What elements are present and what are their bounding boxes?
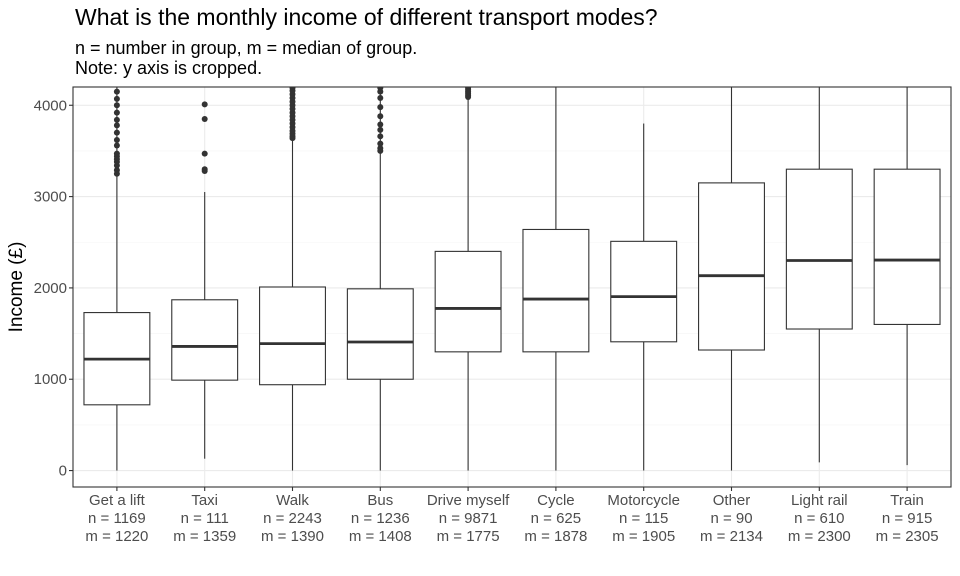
outlier-point: [113, 142, 120, 149]
x-tick-count-label: n = 610: [794, 510, 844, 527]
x-tick-label: Walk: [276, 492, 309, 509]
box-group: [873, 87, 941, 466]
outlier-point: [201, 166, 208, 173]
x-tick-count-label: n = 9871: [439, 510, 498, 527]
box-iqr: [785, 168, 853, 330]
y-tick-label: 4000: [34, 97, 67, 114]
y-tick-label: 1000: [34, 371, 67, 388]
outlier-point: [113, 116, 120, 123]
outlier-point: [113, 150, 120, 157]
chart-subtitle-line-2: Note: y axis is cropped.: [75, 58, 262, 78]
x-tick-median-label: m = 2305: [876, 528, 939, 545]
x-tick-median-label: m = 2134: [700, 528, 763, 545]
box-group: [259, 87, 326, 471]
boxes-layer: [83, 87, 941, 471]
y-tick-label: 0: [59, 463, 67, 480]
x-tick-median-label: m = 1878: [524, 528, 587, 545]
outlier-point: [465, 87, 472, 91]
x-tick-count-label: n = 90: [710, 510, 752, 527]
outlier-point: [113, 109, 120, 116]
panel-border: [72, 86, 952, 488]
box-iqr: [346, 288, 414, 380]
x-tick-count-label: n = 111: [181, 510, 229, 527]
box-iqr: [610, 240, 678, 343]
outlier-point: [201, 101, 208, 108]
outlier-point: [113, 88, 120, 95]
x-tick-median-label: m = 2300: [788, 528, 851, 545]
x-tick-label: Light rail: [791, 492, 848, 509]
y-tick-label: 3000: [34, 189, 67, 206]
outlier-point: [377, 145, 384, 152]
box-group: [785, 87, 853, 463]
x-tick-count-label: n = 1169: [88, 510, 146, 527]
x-tick-median-label: m = 1220: [85, 528, 148, 545]
box-iqr: [259, 286, 326, 386]
outlier-point: [377, 121, 384, 128]
outlier-point: [113, 136, 120, 143]
outlier-point: [377, 87, 384, 91]
box-iqr: [522, 228, 590, 353]
outlier-point: [289, 87, 296, 91]
outlier-point: [377, 94, 384, 101]
y-tick-label: 2000: [34, 280, 67, 297]
outlier-point: [201, 115, 208, 122]
chart-title: What is the monthly income of different …: [75, 4, 658, 30]
x-tick-count-label: n = 625: [531, 510, 581, 527]
y-axis-label: Income (£): [6, 242, 27, 333]
x-tick-label: Cycle: [537, 492, 575, 509]
outlier-point: [113, 95, 120, 102]
x-tick-median-label: m = 1390: [261, 528, 324, 545]
x-tick-median-label: m = 1408: [349, 528, 412, 545]
box-iqr: [698, 182, 765, 351]
x-tick-label: Motorcycle: [607, 492, 680, 509]
x-tick-median-label: m = 1775: [437, 528, 500, 545]
box-group: [83, 87, 151, 471]
box-iqr: [434, 250, 502, 353]
x-tick-count-label: n = 2243: [263, 510, 322, 527]
box-group: [698, 87, 765, 471]
outlier-point: [113, 122, 120, 129]
outlier-point: [377, 104, 384, 111]
x-tick-count-label: n = 1236: [351, 510, 410, 527]
x-tick-label: Other: [713, 492, 751, 509]
x-tick-median-label: m = 1359: [173, 528, 236, 545]
x-tick-label: Get a lift: [89, 492, 146, 509]
outlier-point: [201, 150, 208, 157]
outlier-point: [377, 140, 384, 147]
box-iqr: [873, 168, 941, 325]
box-group: [434, 87, 502, 471]
box-group: [171, 101, 239, 459]
outlier-point: [113, 102, 120, 109]
x-tick-median-label: m = 1905: [612, 528, 675, 545]
box-group: [610, 123, 678, 471]
x-tick-label: Bus: [367, 492, 393, 509]
x-tick-label: Taxi: [191, 492, 218, 509]
x-tick-label: Train: [890, 492, 924, 509]
x-tick-count-label: n = 915: [882, 510, 932, 527]
outlier-point: [377, 126, 384, 133]
outlier-point: [113, 129, 120, 136]
box-iqr: [171, 299, 239, 381]
x-tick-count-label: n = 115: [619, 510, 668, 527]
box-group: [346, 87, 414, 471]
outlier-point: [113, 167, 120, 174]
outlier-point: [377, 113, 384, 120]
box-group: [522, 87, 590, 471]
chart-subtitle-line-1: n = number in group, m = median of group…: [75, 38, 417, 58]
x-tick-label: Drive myself: [427, 492, 510, 509]
outlier-point: [377, 133, 384, 140]
